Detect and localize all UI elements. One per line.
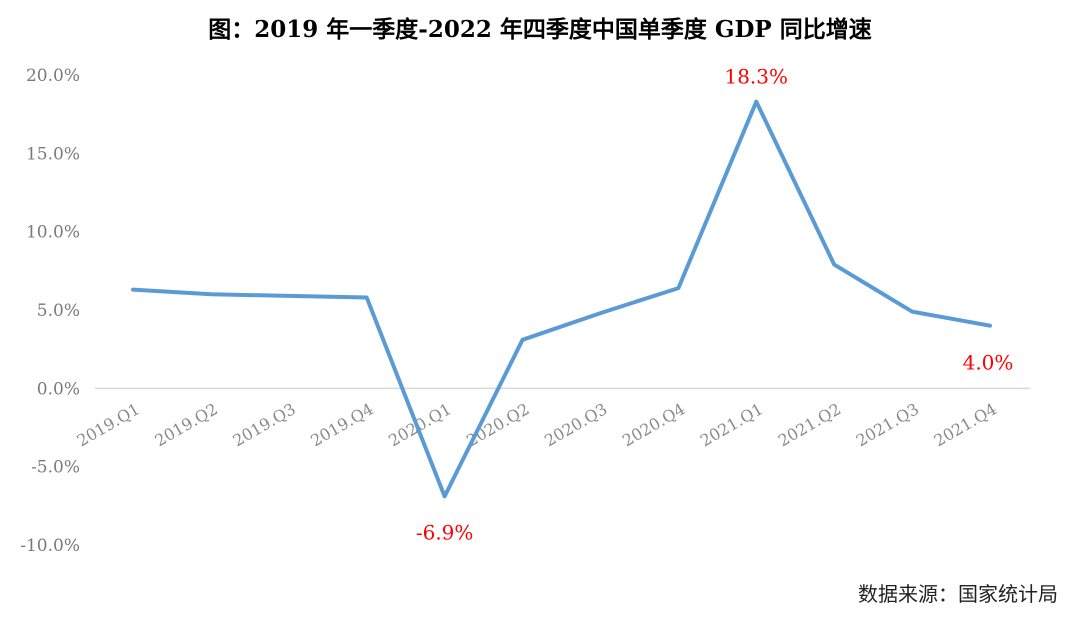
x-axis-labels: 2019.Q1 2019.Q2 2019.Q3 2019.Q4 2020.Q1 2020.… (74, 399, 1000, 450)
y-axis-labels: -10.0% -5.0% 0.0% 5.0% 10.0% 15.0% 20.0% (20, 66, 80, 556)
x-tick-label: 2019.Q2 (152, 399, 221, 450)
y-tick-label: 0.0% (37, 379, 80, 399)
y-tick-label: 20.0% (26, 66, 80, 86)
data-label: 4.0% (963, 351, 1014, 375)
x-tick-label: 2019.Q1 (74, 399, 143, 450)
source-note: 数据来源：国家统计局 (858, 582, 1058, 606)
x-tick-label: 2019.Q4 (307, 399, 376, 450)
y-tick-label: -5.0% (31, 458, 80, 478)
x-tick-label: 2020.Q2 (463, 399, 532, 450)
x-tick-label: 2020.Q3 (541, 399, 610, 450)
data-label: -6.9% (416, 520, 474, 544)
x-tick-label: 2020.Q4 (619, 399, 688, 450)
gdp-growth-line (131, 99, 992, 499)
data-labels: -6.9% 18.3% 4.0% (416, 65, 1014, 545)
y-tick-label: 5.0% (37, 301, 80, 321)
y-tick-label: 10.0% (26, 223, 80, 243)
x-tick-label: 2021.Q2 (775, 399, 844, 450)
chart-title: 图：2019 年一季度-2022 年四季度中国单季度 GDP 同比增速 (208, 16, 872, 43)
x-tick-label: 2021.Q3 (853, 399, 922, 450)
x-tick-label: 2021.Q1 (697, 399, 766, 450)
y-tick-label: 15.0% (26, 144, 80, 164)
data-label: 18.3% (724, 65, 788, 89)
x-tick-label: 2020.Q1 (385, 399, 454, 450)
x-tick-label: 2021.Q4 (931, 399, 1000, 450)
y-tick-label: -10.0% (20, 536, 80, 556)
x-tick-label: 2019.Q3 (229, 399, 298, 450)
